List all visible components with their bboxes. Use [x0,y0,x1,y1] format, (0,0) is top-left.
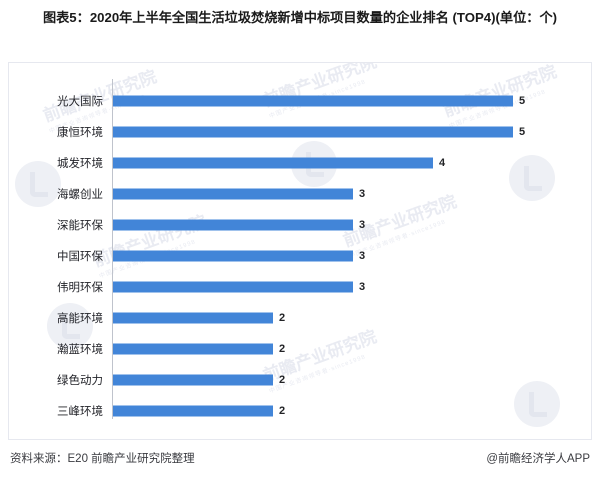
bar [113,281,353,292]
bar-value-label: 3 [359,218,366,231]
bar [113,343,273,354]
chart-row: 光大国际 5 [9,85,591,116]
source-note: 资料来源：E20 前瞻产业研究院整理 [10,453,195,465]
category-label: 光大国际 [57,95,103,108]
category-label: 深能环保 [57,219,103,232]
bar-value-label: 2 [279,373,286,386]
category-label: 绿色动力 [57,374,103,387]
category-label: 康恒环境 [57,126,103,139]
category-label: 城发环境 [57,157,103,170]
chart-row: 绿色动力 2 [9,364,591,395]
bar [113,157,433,168]
chart-row: 中国环保 3 [9,240,591,271]
chart-row: 海螺创业 3 [9,178,591,209]
bar-value-label: 2 [279,311,286,324]
bar [113,374,273,385]
category-label: 中国环保 [57,250,103,263]
category-label: 三峰环境 [57,405,103,418]
chart-row: 康恒环境 5 [9,116,591,147]
bar-value-label: 2 [279,404,286,417]
category-label: 瀚蓝环境 [57,343,103,356]
category-label: 海螺创业 [57,188,103,201]
category-label: 高能环境 [57,312,103,325]
bar [113,126,513,137]
bar [113,312,273,323]
bar [113,405,273,416]
bar-value-label: 5 [519,94,526,107]
bar-value-label: 3 [359,187,366,200]
chart-row: 城发环境 4 [9,147,591,178]
brand-note: @前瞻经济学人APP [486,453,590,465]
bar [113,219,353,230]
y-axis-line [112,79,113,419]
category-label: 伟明环保 [57,281,103,294]
chart-row: 瀚蓝环境 2 [9,333,591,364]
chart-row: 高能环境 2 [9,302,591,333]
bar [113,188,353,199]
bar-value-label: 3 [359,280,366,293]
bar-value-label: 5 [519,125,526,138]
chart-row: 三峰环境 2 [9,395,591,426]
bar-value-label: 2 [279,342,286,355]
bar-value-label: 4 [439,156,446,169]
chart-row: 伟明环保 3 [9,271,591,302]
bar [113,250,353,261]
chart-row: 深能环保 3 [9,209,591,240]
bar-value-label: 3 [359,249,366,262]
plot-area: 光大国际 5 康恒环境 5 城发环境 4 海螺创业 3 深能环保 3 中国环保 3 伟明环保 3 高能环境 2… [9,63,591,439]
bar [113,95,513,106]
page-title: 图表5：2020年上半年全国生活垃圾焚烧新增中标项目数量的企业排名 (TOP4)… [42,10,558,25]
